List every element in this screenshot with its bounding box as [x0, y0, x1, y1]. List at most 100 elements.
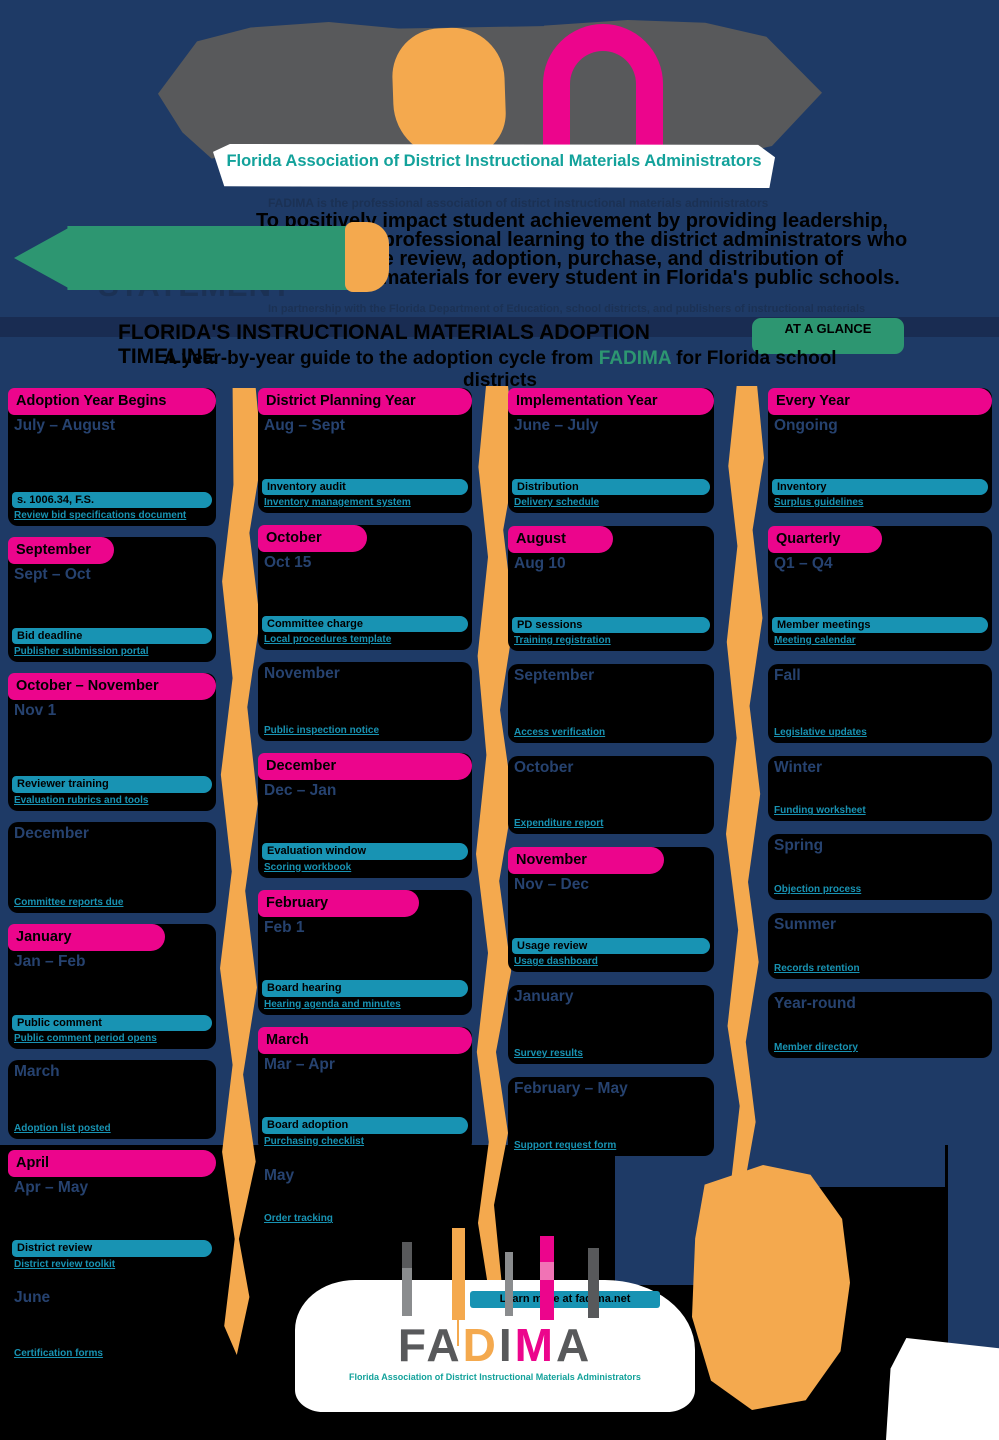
entry-description: Archive adoption records and update dist…	[774, 935, 961, 961]
entry-date: Winter	[774, 758, 823, 776]
footer-link-strip[interactable]: Learn more at fadima.net	[470, 1291, 660, 1308]
entry-note-highlight: Public comment	[12, 1014, 212, 1031]
entry-link[interactable]: Access verification	[514, 726, 606, 738]
timeline-entry: March The adopted list of instructional m…	[8, 1059, 216, 1139]
entry-link[interactable]: Training registration	[514, 634, 611, 646]
headline-chip: AT A GLANCE	[752, 318, 904, 354]
entry-date: September	[514, 666, 595, 684]
entry-link[interactable]: Survey results	[514, 1047, 583, 1059]
entry-link[interactable]: Public inspection notice	[264, 724, 380, 736]
green-pencil-icon	[14, 226, 348, 290]
entry-description: Local committees evaluate finalist progr…	[264, 801, 435, 839]
entry-phase-header: Implementation Year	[508, 388, 714, 416]
timeline-entry: November Nov – Dec Mid-year usage data is …	[508, 847, 714, 973]
entry-note-highlight: Reviewer training	[12, 776, 212, 793]
headline-subtitle-prefix: A year-by-year guide to the adoption cyc…	[163, 348, 599, 369]
entry-date: Fall	[774, 666, 801, 684]
fadima-footer-logo: FADIMA	[295, 1322, 695, 1368]
timeline-entry: Implementation Year June – July Warehouses…	[508, 388, 714, 513]
entry-note-highlight: Member meetings	[772, 616, 988, 633]
gray-pencil-icon	[505, 1252, 513, 1316]
entry-link[interactable]: Adoption list posted	[14, 1122, 111, 1134]
entry-link[interactable]: Inventory management system	[264, 496, 411, 508]
entry-note-highlight: Inventory	[772, 478, 988, 495]
entry-date: Q1 – Q4	[774, 555, 833, 573]
entry-note-highlight: Board hearing	[262, 980, 468, 997]
entry-link[interactable]: District review toolkit	[14, 1258, 116, 1270]
entry-link[interactable]: Funding worksheet	[774, 805, 866, 817]
entry-link[interactable]: Usage dashboard	[514, 956, 598, 968]
timeline-entry: October – November Nov 1 State reviewers a…	[8, 672, 216, 811]
entry-description: Districts publish review schedules and p…	[264, 684, 458, 722]
timeline-entry: May Orders are placed so materials arrive…	[258, 1163, 472, 1230]
entry-link[interactable]: Local procedures template	[264, 633, 392, 645]
entry-date: Apr – May	[14, 1178, 89, 1196]
entry-link[interactable]: Publisher submission portal	[14, 645, 149, 657]
entry-date: Ongoing	[774, 417, 838, 435]
timeline-entry: Every Year Ongoing Maintain accurate inven…	[768, 388, 992, 513]
entry-link[interactable]: Records retention	[774, 963, 860, 975]
headline-subtitle: A year-by-year guide to the adoption cyc…	[140, 348, 860, 392]
entry-link[interactable]: Certification forms	[14, 1348, 103, 1360]
footer-logo-m: M	[514, 1319, 556, 1371]
entry-date: Summer	[774, 916, 837, 934]
entry-phase-header: August	[508, 525, 614, 554]
timeline-entry: Adoption Year Begins July – August Commiss…	[8, 388, 216, 526]
entry-note-highlight: Committee charge	[262, 615, 468, 632]
entry-link[interactable]: Meeting calendar	[774, 634, 856, 646]
timeline-entry: Summer Archive adoption records and updat…	[768, 913, 992, 980]
entry-description: Maintain accurate inventory, process sur…	[774, 436, 964, 475]
entry-link[interactable]: Committee reports due	[14, 896, 124, 908]
timeline-entry: November Districts publish review schedul…	[258, 661, 472, 741]
entry-date: Oct 15	[264, 554, 312, 572]
timeline-entry: September Districts verify class sets, di…	[508, 663, 714, 743]
timeline-entry: October Oct 15 IM administrators convene s…	[258, 524, 472, 650]
entry-link[interactable]: Public comment period opens	[14, 1032, 157, 1044]
entry-link[interactable]: Delivery schedule	[514, 496, 600, 508]
headline-subtitle-suffix: for Florida school districts	[463, 348, 837, 391]
entry-date: October	[514, 758, 574, 776]
timeline-entry: Year-round Share best practices with dist…	[768, 992, 992, 1059]
entry-link[interactable]: Purchasing checklist	[264, 1135, 365, 1147]
entry-link[interactable]: Hearing agenda and minutes	[264, 998, 401, 1010]
entry-date: May	[264, 1166, 295, 1184]
timeline-column-3: Implementation Year June – July Warehouses…	[508, 388, 714, 1313]
footer-logo-subtitle: Florida Association of District Instruct…	[349, 1372, 641, 1382]
entry-date: Aug 10	[514, 555, 566, 573]
entry-link[interactable]: Member directory	[774, 1042, 858, 1054]
entry-phase-header: Every Year	[768, 388, 992, 416]
entry-link[interactable]: Surplus guidelines	[774, 496, 864, 508]
entry-description: Districts verify class sets, digital lic…	[514, 686, 695, 724]
entry-date: December	[14, 824, 89, 842]
pencil-string-icon	[457, 1320, 459, 1346]
entry-phase-header: Adoption Year Begins	[8, 388, 216, 416]
entry-link[interactable]: Support request form	[514, 1139, 617, 1151]
entry-description: Commissioner identifies the subject area…	[14, 436, 198, 487]
timeline-entry: June Districts finalize selections, certi…	[8, 1285, 216, 1365]
entry-date: February – May	[514, 1079, 628, 1097]
entry-link[interactable]: Order tracking	[264, 1213, 333, 1225]
entry-description: Districts finalize selections, certify p…	[14, 1307, 208, 1346]
entry-description: Board adopts selections; districts negot…	[264, 1075, 459, 1113]
entry-phase-header: March	[258, 1026, 472, 1054]
entry-description: Review committees submit recommendation …	[14, 843, 170, 895]
gray-pencil-tip-icon	[402, 1242, 412, 1268]
entry-phase-header: October	[258, 524, 367, 553]
entry-link[interactable]: Legislative updates	[774, 726, 867, 738]
orange-pencil-tip-icon	[692, 1165, 850, 1410]
divider-band	[0, 317, 999, 337]
entry-description: Mid-year usage data is collected to info…	[514, 895, 695, 934]
orange-pencil-icon	[452, 1228, 465, 1320]
footer-corner-shape	[886, 1338, 999, 1440]
entry-link[interactable]: Expenditure report	[514, 818, 604, 830]
entry-description: Review allocation projections and advoca…	[774, 777, 958, 803]
entry-link[interactable]: Review bid specifications document	[14, 509, 187, 521]
entry-link[interactable]: Scoring workbook	[264, 861, 352, 873]
entry-note-highlight: Distribution	[512, 478, 710, 495]
entry-link[interactable]: Evaluation rubrics and tools	[14, 794, 149, 806]
timeline-entry: Quarterly Q1 – Q4 FADIMA meets for profess…	[768, 525, 992, 651]
background-patch	[948, 1145, 999, 1360]
entry-description: Districts survey teachers on implementat…	[514, 1007, 670, 1046]
entry-phase-header: January	[8, 923, 166, 952]
entry-link[interactable]: Objection process	[774, 884, 862, 896]
